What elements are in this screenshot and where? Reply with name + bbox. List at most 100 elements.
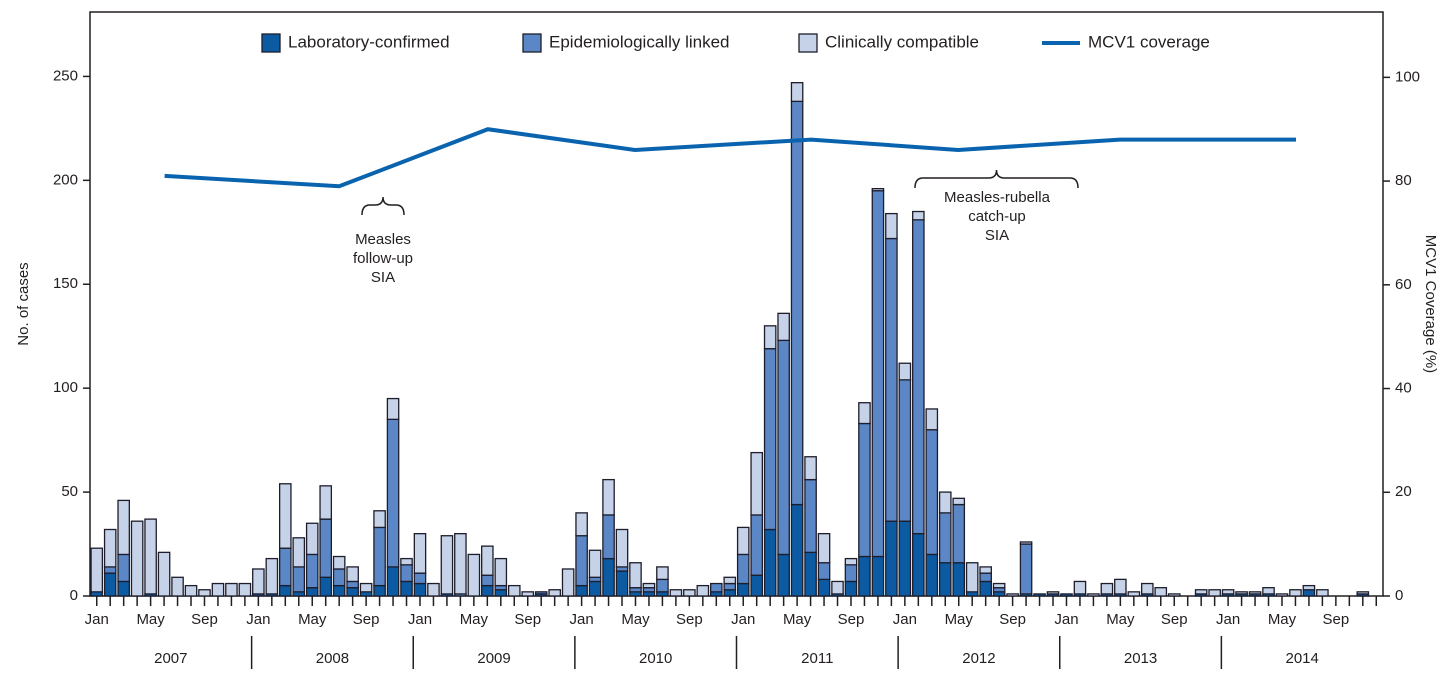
bar-segment [615, 528, 629, 568]
bar-segment [750, 451, 764, 516]
annotation-text: SIA [371, 269, 395, 286]
bar-segment [763, 528, 777, 597]
x-tick-label: May [1106, 611, 1135, 628]
bar-segment [440, 535, 454, 595]
bar-segment [952, 497, 966, 506]
annotation-brace [914, 169, 1079, 189]
legend-swatch [261, 33, 281, 53]
bar-segment [938, 491, 952, 514]
bar-segment [225, 582, 238, 597]
bar-segment [696, 584, 710, 597]
bar-segment [736, 582, 750, 597]
legend-label: Clinically compatible [825, 32, 979, 51]
bar-segment [319, 576, 333, 597]
bar-segment [952, 562, 966, 597]
bar-segment [804, 478, 817, 554]
bar-segment [413, 572, 427, 585]
bar-segment [602, 478, 615, 516]
year-label: 2009 [477, 650, 510, 667]
bar-segment [278, 547, 292, 587]
x-tick-label: Sep [838, 611, 865, 628]
x-tick-label: Sep [999, 611, 1026, 628]
bar-segment [858, 402, 871, 425]
y-tick-label: 50 [61, 483, 78, 500]
bar-segment [817, 533, 831, 564]
x-tick-label: Sep [514, 611, 541, 628]
bar-segment [925, 429, 939, 556]
bar-segment [184, 584, 198, 597]
bar-segment [1006, 593, 1019, 597]
bar-segment [817, 578, 831, 597]
bar-segment [373, 526, 386, 587]
bar-segment [117, 553, 130, 583]
x-tick-label: May [945, 611, 974, 628]
bar-segment [319, 518, 333, 578]
bar-segment [467, 553, 481, 597]
bar-segment [588, 580, 602, 597]
bar-segment [1087, 593, 1100, 597]
bar-segment [912, 210, 925, 221]
bar-segment [885, 237, 898, 522]
bar-segment [750, 574, 764, 597]
x-tick-label: Jan [246, 611, 270, 628]
legend-label: Epidemiologically linked [549, 32, 729, 51]
bar-segment [1154, 587, 1168, 597]
bar-segment [965, 562, 979, 593]
bar-segment [885, 212, 898, 240]
bar-segment [858, 422, 871, 558]
bar-segment [871, 188, 885, 192]
bar-segment [534, 591, 548, 595]
bar-segment [1194, 589, 1208, 595]
bar-segment [1046, 591, 1060, 595]
bar-segment [1073, 580, 1087, 595]
x-tick-label: May [298, 611, 327, 628]
bar-segment [507, 584, 521, 597]
annotation-text: SIA [985, 227, 1009, 244]
bar-segment [103, 566, 117, 574]
bar-segment [521, 591, 535, 597]
y-tick-label: 150 [53, 275, 78, 292]
bar-segment [494, 589, 508, 597]
bar-segment [898, 362, 912, 381]
bar-segment [723, 589, 737, 597]
bar-segment [1302, 589, 1316, 597]
bar-segment [790, 503, 804, 597]
year-label: 2014 [1286, 650, 1319, 667]
bar-segment [373, 584, 386, 597]
bar-segment [90, 547, 104, 593]
year-label: 2008 [316, 650, 349, 667]
bar-segment [804, 456, 817, 481]
annotation-brace [361, 196, 405, 216]
bar-segment [777, 312, 790, 342]
bar-segment [992, 582, 1006, 589]
bar-segment [198, 589, 211, 597]
bar-segment [979, 572, 992, 583]
bar-segment [103, 572, 117, 597]
year-label: 2012 [962, 650, 995, 667]
bar-segment [629, 562, 642, 589]
bar-segment [1060, 593, 1073, 597]
bar-segment [575, 512, 588, 537]
x-tick-label: Jan [570, 611, 594, 628]
bar-segment [1127, 591, 1141, 597]
bar-segment [790, 100, 804, 506]
x-tick-label: Jan [731, 611, 755, 628]
bar-segment [844, 564, 858, 583]
bar-segment [736, 526, 750, 556]
bar-segment [669, 589, 683, 597]
bar-segment [831, 580, 844, 595]
coverage-line [164, 127, 1296, 189]
bar-segment [750, 514, 764, 576]
annotation-text: Measles-rubella [944, 189, 1051, 206]
bar-segment [1262, 587, 1275, 595]
annotation-text: catch-up [968, 208, 1026, 225]
bar-segment [292, 537, 306, 568]
bar-segment [871, 555, 885, 597]
bar-segment [763, 348, 777, 531]
year-label: 2007 [154, 650, 187, 667]
year-label: 2011 [801, 650, 833, 667]
bar-segment [925, 553, 939, 597]
y-tick-label: 100 [53, 379, 78, 396]
x-tick-label: Sep [1323, 611, 1350, 628]
bar-segment [481, 574, 494, 587]
